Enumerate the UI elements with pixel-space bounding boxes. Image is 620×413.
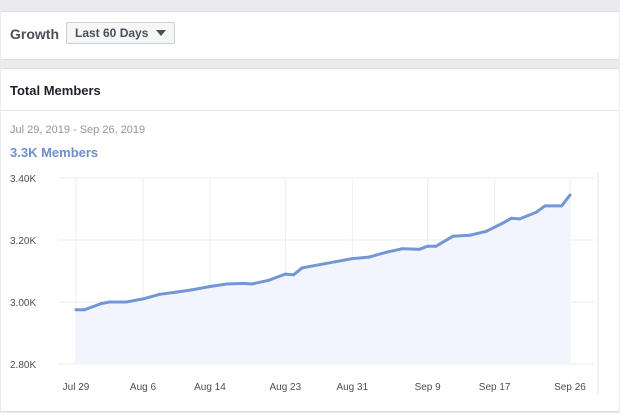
x-tick-label: Jul 29 [63,382,90,393]
x-tick-label: Sep 17 [479,382,511,393]
y-tick-label: 3.40K [10,174,36,185]
data-point[interactable] [535,210,539,214]
data-point[interactable] [334,260,338,264]
card-title: Total Members [10,83,101,98]
y-tick-label: 3.00K [10,298,36,309]
data-point[interactable] [350,257,354,261]
data-point[interactable] [141,297,145,301]
data-point[interactable] [208,285,212,288]
growth-section: Growth Last 60 Days [1,11,619,60]
data-point[interactable] [300,266,304,270]
data-point[interactable] [99,302,103,306]
date-range-selected: Last 60 Days [75,26,149,40]
data-point[interactable] [560,204,564,208]
members-line [76,194,572,312]
data-point[interactable] [74,308,78,312]
data-point[interactable] [367,255,371,259]
caret-down-icon [156,30,167,36]
data-point[interactable] [468,233,472,237]
data-point[interactable] [317,263,321,267]
x-tick-label: Sep 26 [554,382,586,393]
x-tick-label: Aug 14 [194,382,226,393]
data-point[interactable] [107,300,111,304]
data-point[interactable] [451,234,455,238]
x-tick-label: Aug 31 [336,382,368,393]
x-tick-label: Aug 6 [130,382,157,393]
data-point[interactable] [568,193,572,197]
data-point[interactable] [283,272,287,276]
y-tick-label: 3.20K [10,236,36,247]
y-tick-label: 2.80K [10,360,36,371]
data-point[interactable] [509,216,513,220]
data-point[interactable] [426,244,430,248]
date-range-dropdown[interactable]: Last 60 Days [66,22,176,44]
data-point[interactable] [174,290,178,294]
data-point[interactable] [191,288,195,292]
data-point[interactable] [518,217,522,221]
data-point[interactable] [250,282,254,286]
data-point[interactable] [434,244,438,248]
data-point[interactable] [124,300,128,304]
data-point[interactable] [543,204,547,208]
data-point[interactable] [292,273,296,277]
data-point[interactable] [401,247,405,251]
data-point[interactable] [484,229,488,233]
x-tick-label: Aug 23 [269,382,301,393]
data-point[interactable] [267,278,271,282]
data-point[interactable] [417,247,421,251]
x-tick-label: Sep 9 [415,382,442,393]
member-count: 3.3K Members [10,145,99,160]
growth-label: Growth [10,26,59,42]
data-point[interactable] [158,292,162,296]
data-point[interactable] [384,250,388,254]
data-point[interactable] [241,281,245,285]
data-point[interactable] [501,221,505,225]
data-point[interactable] [225,282,229,286]
date-range-text: Jul 29, 2019 - Sep 26, 2019 [10,124,146,136]
data-point[interactable] [82,308,86,312]
area-fill [76,195,570,364]
divider [1,110,619,111]
